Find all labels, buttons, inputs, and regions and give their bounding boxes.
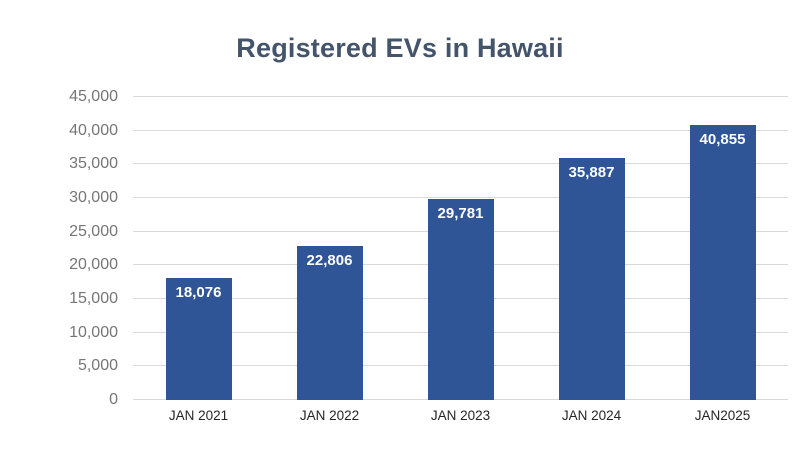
bar-jan-2024: 35,887: [558, 158, 625, 400]
y-tick-label: 40,000: [69, 121, 118, 139]
x-tick-label: JAN 2021: [168, 408, 229, 423]
bar-jan2025: 40,855: [689, 124, 756, 400]
y-tick-label: 5,000: [77, 357, 118, 375]
y-tick-label: 35,000: [69, 155, 118, 173]
bar-slot: 29,781: [395, 97, 526, 400]
y-tick-label: 0: [109, 391, 118, 408]
gridline: [133, 96, 788, 97]
bar-slot: 35,887: [526, 97, 657, 400]
bar-jan-2022: 22,806: [296, 246, 363, 400]
bar-slot: 40,855: [657, 97, 788, 400]
plot-area: 18,076 22,806 29,781 35,887 40,855: [133, 96, 788, 400]
x-tick-label: JAN 2022: [299, 408, 360, 423]
gridline: [133, 163, 788, 165]
y-tick-label: 25,000: [69, 222, 118, 240]
y-axis: 0 5,000 10,000 15,000 20,000 25,000 30,000 35,0…: [0, 89, 118, 408]
bar-value-label: 29,781: [437, 205, 484, 223]
bar-jan-2021: 18,076: [165, 278, 232, 400]
x-axis: JAN 2021 JAN 2022 JAN 2023 JAN 2024 JAN2025: [133, 408, 788, 423]
bar-value-label: 35,887: [568, 164, 615, 182]
gridline: [133, 197, 788, 198]
gridline: [133, 129, 788, 131]
y-tick-label: 15,000: [69, 290, 118, 307]
x-tick-label: JAN2025: [694, 408, 751, 423]
y-tick-label: 20,000: [69, 256, 118, 274]
y-tick-label: 30,000: [69, 189, 118, 206]
bar-jan-2023: 29,781: [427, 199, 494, 400]
bar-value-label: 22,806: [306, 252, 353, 270]
bar-value-label: 18,076: [175, 284, 222, 302]
chart-title: Registered EVs in Hawaii: [236, 33, 564, 63]
bars-layer: 18,076 22,806 29,781 35,887 40,855: [133, 97, 788, 400]
y-tick-label: 10,000: [69, 323, 118, 341]
x-tick-label: JAN 2023: [430, 408, 491, 423]
y-tick-label: 45,000: [69, 88, 118, 105]
bar-slot: 18,076: [133, 97, 264, 400]
bar-slot: 22,806: [264, 97, 395, 400]
x-tick-label: JAN 2024: [561, 408, 622, 423]
bar-value-label: 40,855: [699, 130, 746, 148]
